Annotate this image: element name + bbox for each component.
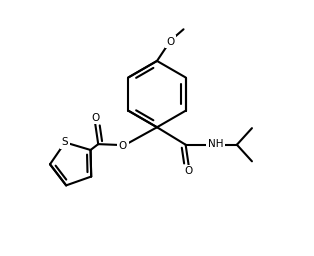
Text: S: S xyxy=(62,137,68,147)
Text: O: O xyxy=(119,141,127,151)
Text: O: O xyxy=(91,113,99,123)
Text: NH: NH xyxy=(208,139,223,149)
Text: O: O xyxy=(166,37,175,47)
Text: O: O xyxy=(185,166,193,176)
